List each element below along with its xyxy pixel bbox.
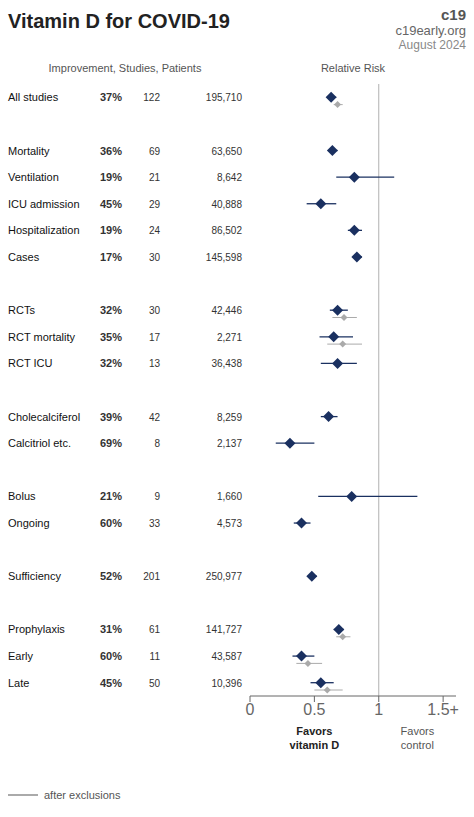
svg-text:8: 8 (154, 438, 160, 449)
svg-text:9: 9 (154, 491, 160, 502)
svg-text:42,446: 42,446 (211, 305, 242, 316)
svg-text:195,710: 195,710 (206, 92, 243, 103)
svg-text:RCT ICU: RCT ICU (8, 357, 52, 369)
svg-text:0.5: 0.5 (303, 701, 325, 718)
svg-text:69%: 69% (100, 437, 122, 449)
svg-text:36%: 36% (100, 145, 122, 157)
svg-text:0: 0 (246, 701, 255, 718)
svg-text:Mortality: Mortality (8, 145, 50, 157)
svg-text:Calcitriol etc.: Calcitriol etc. (8, 437, 71, 449)
svg-text:122: 122 (143, 92, 160, 103)
svg-text:8,259: 8,259 (217, 412, 242, 423)
svg-text:30: 30 (149, 305, 161, 316)
html-text:Vitamin D for COVID-19: Vitamin D for COVID-19 (8, 10, 230, 32)
html-text:August 2024: August 2024 (398, 38, 466, 52)
svg-text:Early: Early (8, 650, 34, 662)
svg-text:42: 42 (149, 412, 161, 423)
svg-text:8,642: 8,642 (217, 172, 242, 183)
svg-text:11: 11 (150, 651, 161, 662)
svg-text:24: 24 (149, 225, 161, 236)
svg-text:29: 29 (149, 199, 161, 210)
svg-text:145,598: 145,598 (206, 252, 243, 263)
html-text:Relative Risk: Relative Risk (320, 62, 386, 74)
svg-text:19%: 19% (100, 171, 122, 183)
svg-text:45%: 45% (100, 198, 122, 210)
svg-text:33: 33 (149, 518, 161, 529)
svg-text:17: 17 (149, 332, 161, 343)
svg-text:21%: 21% (100, 490, 122, 502)
svg-text:39%: 39% (100, 411, 122, 423)
svg-text:All studies: All studies (8, 91, 59, 103)
svg-text:RCT mortality: RCT mortality (8, 331, 76, 343)
svg-text:69: 69 (149, 146, 161, 157)
svg-text:43,587: 43,587 (211, 651, 242, 662)
svg-text:1: 1 (374, 701, 383, 718)
svg-text:32%: 32% (100, 304, 122, 316)
svg-text:52%: 52% (100, 570, 122, 582)
svg-text:Cases: Cases (8, 251, 40, 263)
html-text:control: control (400, 739, 434, 752)
svg-text:17%: 17% (100, 251, 122, 263)
svg-text:50: 50 (149, 678, 161, 689)
svg-text:250,977: 250,977 (206, 571, 243, 582)
svg-text:201: 201 (143, 571, 160, 582)
svg-text:61: 61 (149, 624, 161, 635)
svg-text:30: 30 (149, 252, 161, 263)
html-text:Favors: Favors (400, 725, 435, 737)
svg-text:141,727: 141,727 (206, 624, 243, 635)
svg-text:40,888: 40,888 (211, 199, 242, 210)
svg-text:Cholecalciferol: Cholecalciferol (8, 411, 80, 423)
html-text:Favors: Favors (296, 725, 333, 737)
svg-text:37%: 37% (100, 91, 122, 103)
svg-text:31%: 31% (100, 623, 122, 635)
svg-text:4,573: 4,573 (217, 518, 242, 529)
svg-text:35%: 35% (100, 331, 122, 343)
html-text:vitamin D: vitamin D (289, 739, 340, 752)
svg-text:1.5+: 1.5+ (427, 701, 459, 718)
svg-text:60%: 60% (100, 650, 122, 662)
svg-text:Ongoing: Ongoing (8, 517, 50, 529)
svg-text:RCTs: RCTs (8, 304, 35, 316)
svg-text:Prophylaxis: Prophylaxis (8, 623, 65, 635)
svg-text:2,137: 2,137 (217, 438, 242, 449)
svg-text:Sufficiency: Sufficiency (8, 570, 61, 582)
html-text:Improvement, Studies, Patients: Improvement, Studies, Patients (48, 62, 202, 74)
svg-text:Ventilation: Ventilation (8, 171, 59, 183)
html-text:after exclusions: after exclusions (44, 789, 121, 801)
svg-text:10,396: 10,396 (211, 678, 242, 689)
html-text:c19early.org: c19early.org (395, 23, 466, 38)
svg-text:32%: 32% (100, 357, 122, 369)
svg-text:Bolus: Bolus (8, 490, 36, 502)
svg-text:1,660: 1,660 (217, 491, 242, 502)
svg-text:86,502: 86,502 (211, 225, 242, 236)
svg-text:36,438: 36,438 (211, 358, 242, 369)
svg-text:13: 13 (149, 358, 161, 369)
svg-text:2,271: 2,271 (217, 332, 242, 343)
svg-text:21: 21 (149, 172, 161, 183)
svg-text:ICU admission: ICU admission (8, 198, 80, 210)
html-text:c19: c19 (441, 6, 466, 23)
svg-text:45%: 45% (100, 677, 122, 689)
svg-text:19%: 19% (100, 224, 122, 236)
svg-text:63,650: 63,650 (211, 146, 242, 157)
svg-text:60%: 60% (100, 517, 122, 529)
svg-text:Hospitalization: Hospitalization (8, 224, 80, 236)
svg-text:Late: Late (8, 677, 29, 689)
